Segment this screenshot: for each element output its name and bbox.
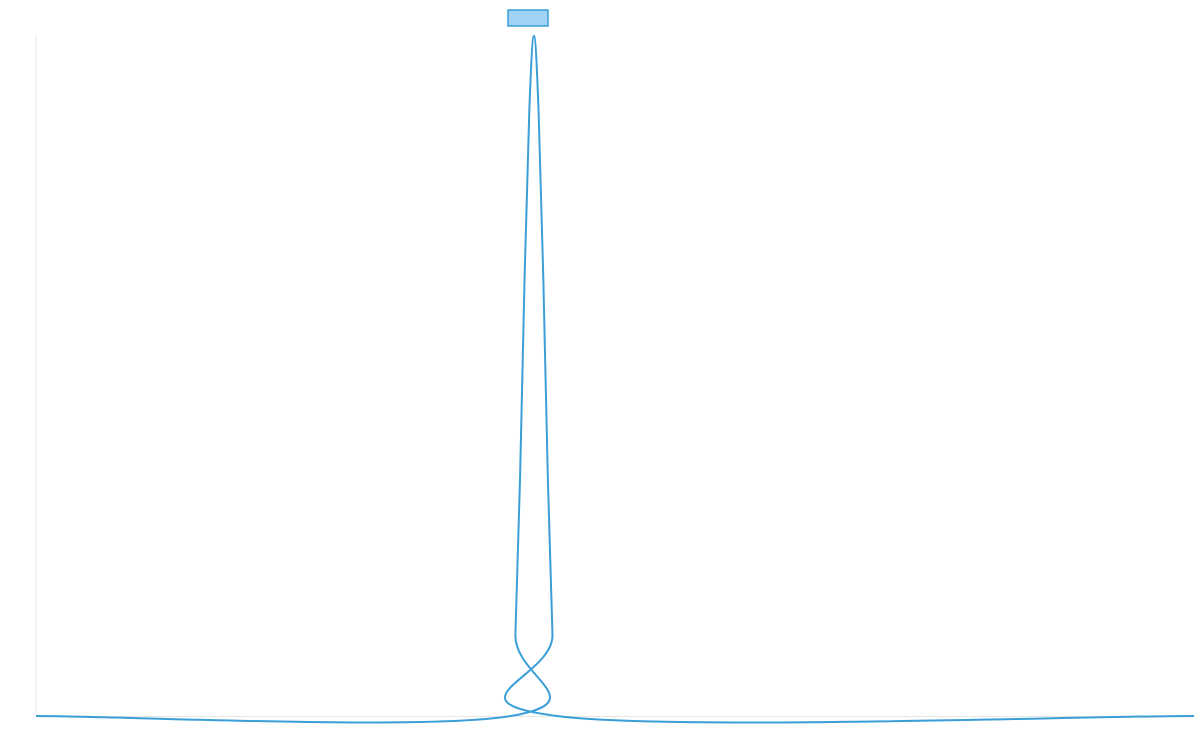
series-line-0 xyxy=(35,35,1195,724)
series-layer xyxy=(35,35,1195,724)
legend-swatch[interactable] xyxy=(507,9,549,27)
legend[interactable] xyxy=(507,9,549,27)
